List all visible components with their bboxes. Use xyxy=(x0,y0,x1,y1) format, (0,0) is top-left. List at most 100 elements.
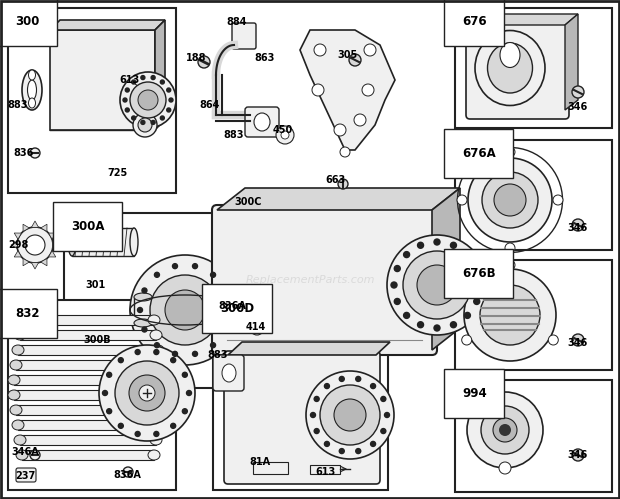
Text: 300B: 300B xyxy=(83,335,111,345)
Circle shape xyxy=(281,131,289,139)
Text: 994: 994 xyxy=(462,387,487,400)
Circle shape xyxy=(211,272,216,277)
Circle shape xyxy=(123,98,127,102)
Circle shape xyxy=(339,376,344,381)
Circle shape xyxy=(505,147,515,157)
Circle shape xyxy=(572,86,584,98)
Circle shape xyxy=(130,82,166,118)
Circle shape xyxy=(131,116,136,120)
Circle shape xyxy=(118,423,123,428)
Bar xyxy=(18,345,158,355)
Circle shape xyxy=(142,288,147,293)
Circle shape xyxy=(467,392,543,468)
Ellipse shape xyxy=(154,360,166,370)
Polygon shape xyxy=(300,30,395,150)
Circle shape xyxy=(464,312,471,318)
Polygon shape xyxy=(23,258,29,266)
Circle shape xyxy=(494,184,526,216)
Bar xyxy=(20,330,156,340)
Circle shape xyxy=(340,147,350,157)
Polygon shape xyxy=(470,14,578,25)
Polygon shape xyxy=(228,342,390,355)
Polygon shape xyxy=(48,250,56,257)
FancyBboxPatch shape xyxy=(466,21,569,119)
Circle shape xyxy=(464,269,556,361)
Circle shape xyxy=(314,44,326,56)
Bar xyxy=(455,8,612,128)
Circle shape xyxy=(354,114,366,126)
Bar xyxy=(310,465,340,474)
Ellipse shape xyxy=(14,330,26,340)
Circle shape xyxy=(99,345,195,441)
Circle shape xyxy=(468,158,552,242)
Circle shape xyxy=(482,172,538,228)
Circle shape xyxy=(107,409,112,414)
Text: 836: 836 xyxy=(14,148,34,158)
Circle shape xyxy=(572,219,584,231)
Circle shape xyxy=(138,118,152,132)
Ellipse shape xyxy=(154,405,166,415)
Circle shape xyxy=(138,307,143,312)
Ellipse shape xyxy=(148,315,160,325)
Text: 613: 613 xyxy=(315,467,335,477)
Circle shape xyxy=(338,179,348,189)
Text: 836A: 836A xyxy=(113,470,141,480)
Bar xyxy=(455,260,612,370)
Circle shape xyxy=(404,312,410,318)
Ellipse shape xyxy=(16,450,28,460)
Ellipse shape xyxy=(500,42,520,67)
Circle shape xyxy=(334,399,366,431)
Circle shape xyxy=(198,56,210,68)
Circle shape xyxy=(364,44,376,56)
Text: 863: 863 xyxy=(255,53,275,63)
Bar xyxy=(8,8,176,193)
Circle shape xyxy=(314,396,319,402)
Ellipse shape xyxy=(156,390,168,400)
Polygon shape xyxy=(565,14,578,110)
Ellipse shape xyxy=(29,98,35,108)
Bar xyxy=(134,297,152,323)
Circle shape xyxy=(394,298,401,304)
Circle shape xyxy=(193,263,198,268)
Circle shape xyxy=(462,335,472,345)
Polygon shape xyxy=(14,250,22,257)
Text: 883: 883 xyxy=(208,350,228,360)
Text: 300: 300 xyxy=(15,15,40,28)
Circle shape xyxy=(120,72,176,128)
Circle shape xyxy=(25,235,45,255)
Circle shape xyxy=(306,371,394,459)
Text: 300D: 300D xyxy=(220,302,254,315)
Circle shape xyxy=(371,442,376,447)
Circle shape xyxy=(312,84,324,96)
FancyBboxPatch shape xyxy=(16,468,36,482)
Bar xyxy=(460,148,600,243)
Text: 676: 676 xyxy=(462,15,487,28)
Ellipse shape xyxy=(487,43,533,93)
Ellipse shape xyxy=(22,70,42,110)
Ellipse shape xyxy=(12,420,24,430)
Circle shape xyxy=(123,467,133,477)
Bar xyxy=(64,213,232,388)
FancyBboxPatch shape xyxy=(213,355,244,391)
Circle shape xyxy=(457,195,467,205)
Text: 676B: 676B xyxy=(462,267,495,280)
Ellipse shape xyxy=(156,375,168,385)
Circle shape xyxy=(387,235,487,335)
Circle shape xyxy=(553,195,563,205)
Ellipse shape xyxy=(150,330,162,340)
Text: 864: 864 xyxy=(200,100,220,110)
Circle shape xyxy=(434,325,440,331)
Circle shape xyxy=(141,75,145,79)
Circle shape xyxy=(391,282,397,288)
Circle shape xyxy=(349,54,361,66)
Circle shape xyxy=(150,275,220,345)
Circle shape xyxy=(499,424,511,436)
Polygon shape xyxy=(155,20,165,120)
Bar xyxy=(22,450,154,460)
Circle shape xyxy=(477,282,483,288)
Circle shape xyxy=(254,325,260,331)
Circle shape xyxy=(384,413,389,418)
Ellipse shape xyxy=(27,80,37,100)
Ellipse shape xyxy=(8,375,20,385)
Ellipse shape xyxy=(134,293,152,301)
